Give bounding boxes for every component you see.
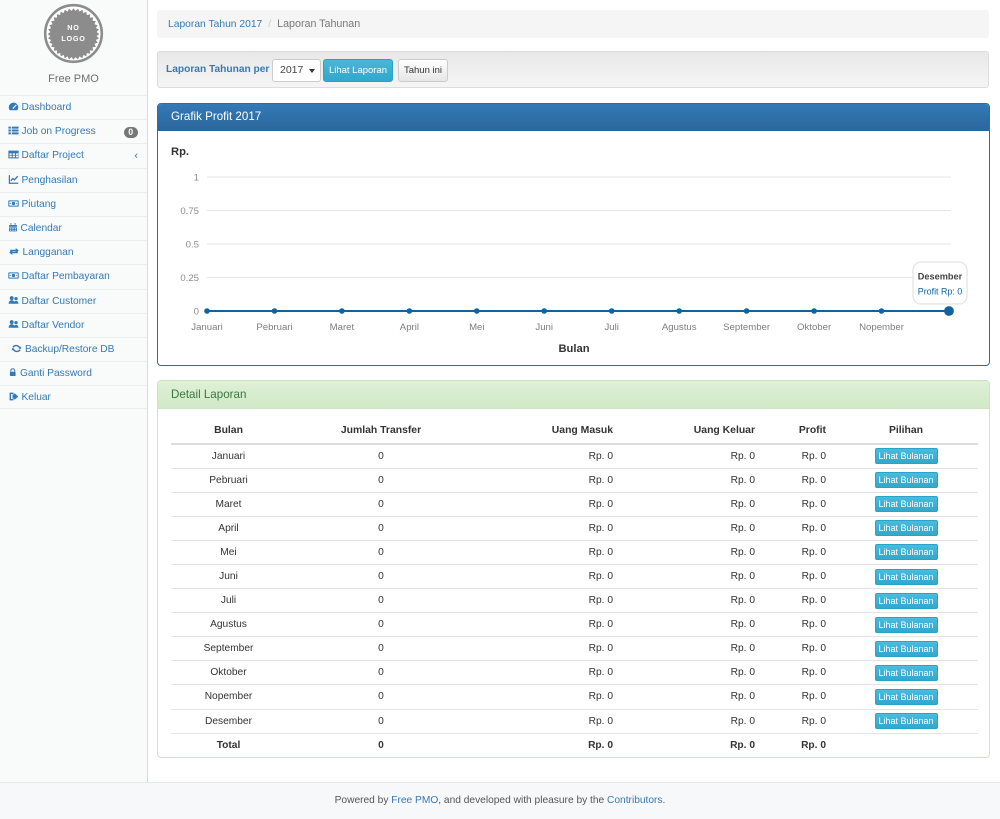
svg-text:0.75: 0.75 bbox=[180, 206, 199, 217]
svg-text:Rp.: Rp. bbox=[171, 146, 189, 158]
svg-text:Maret: Maret bbox=[330, 322, 355, 333]
svg-text:Pebruari: Pebruari bbox=[256, 322, 292, 333]
svg-text:1: 1 bbox=[194, 173, 199, 184]
svg-text:Nopember: Nopember bbox=[859, 322, 905, 333]
svg-text:Oktober: Oktober bbox=[797, 322, 832, 333]
svg-text:Bulan: Bulan bbox=[558, 343, 589, 355]
svg-text:0: 0 bbox=[194, 307, 199, 318]
svg-text:Agustus: Agustus bbox=[662, 322, 697, 333]
svg-text:Desember: Desember bbox=[918, 272, 963, 282]
svg-text:Januari: Januari bbox=[191, 322, 222, 333]
svg-text:0.25: 0.25 bbox=[180, 273, 199, 284]
svg-text:Juli: Juli bbox=[604, 322, 618, 333]
svg-text:0.5: 0.5 bbox=[186, 240, 199, 251]
svg-text:April: April bbox=[400, 322, 419, 333]
svg-text:Profit Rp: 0: Profit Rp: 0 bbox=[918, 287, 962, 297]
svg-text:NO: NO bbox=[67, 23, 79, 32]
svg-text:LOGO: LOGO bbox=[61, 34, 85, 43]
svg-text:Juni: Juni bbox=[535, 322, 553, 333]
svg-text:Mei: Mei bbox=[469, 322, 484, 333]
svg-text:September: September bbox=[723, 322, 771, 333]
